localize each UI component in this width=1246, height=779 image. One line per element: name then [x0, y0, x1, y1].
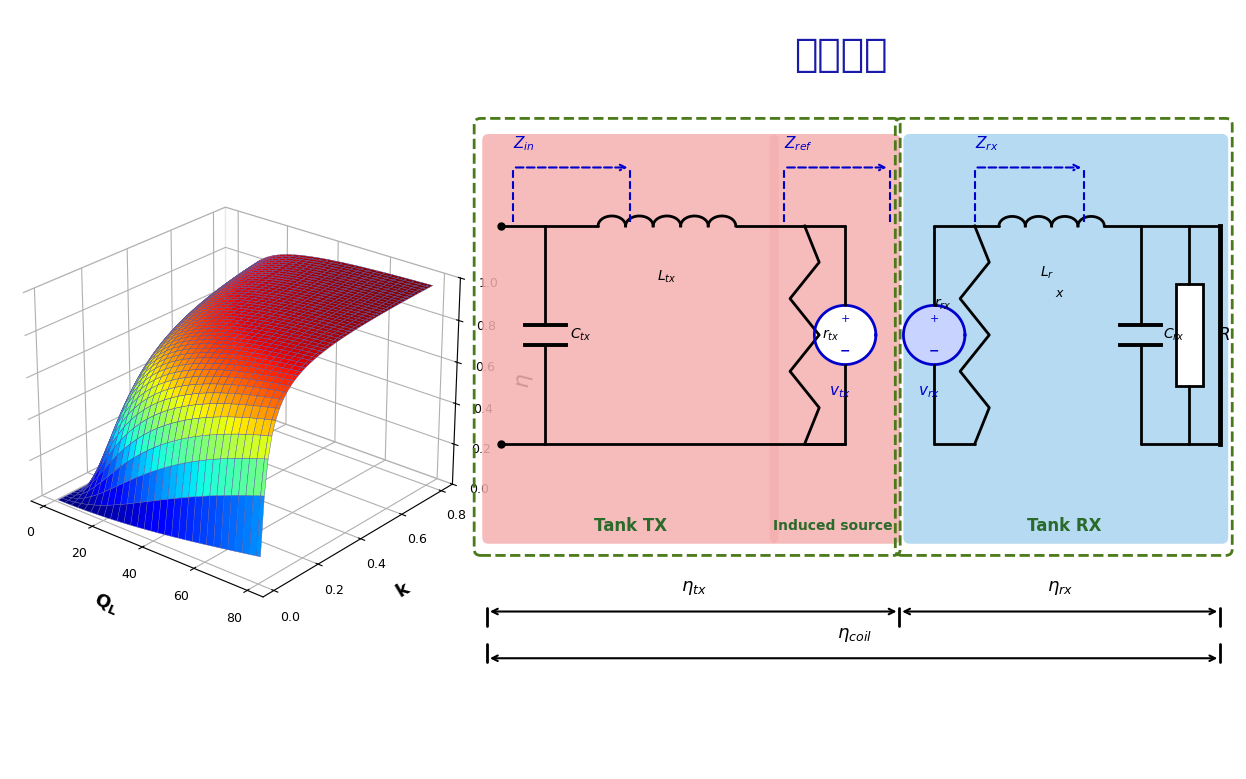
X-axis label: $\mathbf{Q_L}$: $\mathbf{Q_L}$	[91, 590, 122, 618]
Text: $\eta_{tx}$: $\eta_{tx}$	[680, 580, 706, 597]
Text: −: −	[930, 344, 939, 357]
Text: $C_{tx}$: $C_{tx}$	[569, 326, 591, 344]
Text: $v_{tx}$: $v_{tx}$	[830, 384, 851, 400]
Text: +: +	[840, 315, 850, 324]
Polygon shape	[903, 305, 964, 365]
FancyBboxPatch shape	[770, 134, 900, 544]
Text: $r_{tx}$: $r_{tx}$	[822, 327, 840, 343]
Text: $\eta_{coil}$: $\eta_{coil}$	[836, 626, 871, 644]
Text: $L_r$: $L_r$	[1040, 265, 1054, 281]
Text: $r_{rx}$: $r_{rx}$	[934, 296, 952, 312]
Text: $Z_{rx}$: $Z_{rx}$	[974, 135, 998, 153]
FancyBboxPatch shape	[903, 134, 1229, 544]
Y-axis label: $\mathbf{k}$: $\mathbf{k}$	[394, 580, 415, 602]
Text: Tank TX: Tank TX	[594, 516, 667, 535]
Text: $Z_{ref}$: $Z_{ref}$	[785, 135, 814, 153]
Text: $R$: $R$	[1217, 326, 1230, 344]
Text: Induced source: Induced source	[773, 519, 893, 533]
Text: $L_{tx}$: $L_{tx}$	[657, 269, 677, 285]
Text: +: +	[930, 315, 939, 324]
FancyBboxPatch shape	[482, 134, 779, 544]
Text: $C_{rx}$: $C_{rx}$	[1164, 326, 1185, 344]
Text: $x$: $x$	[1055, 287, 1064, 300]
Text: $Z_{in}$: $Z_{in}$	[513, 135, 535, 153]
Bar	[1175, 284, 1204, 386]
Text: −: −	[840, 344, 850, 357]
Text: Tank RX: Tank RX	[1027, 516, 1101, 535]
Polygon shape	[815, 305, 876, 365]
Text: $v_{rx}$: $v_{rx}$	[918, 384, 941, 400]
Text: 最优效率: 最优效率	[794, 36, 888, 73]
Text: $\eta_{rx}$: $\eta_{rx}$	[1047, 580, 1073, 597]
